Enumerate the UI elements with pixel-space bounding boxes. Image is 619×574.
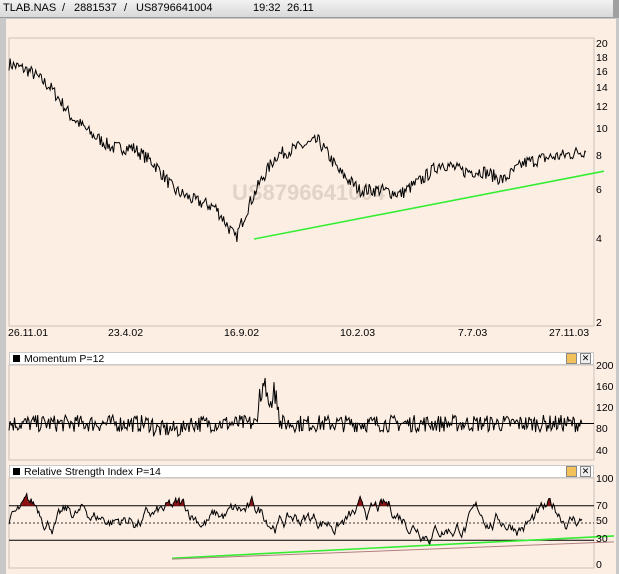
price-y-tick: 6 [596, 184, 602, 196]
momentum-y-tick: 200 [596, 360, 614, 372]
rsi-y-tick: 100 [596, 473, 614, 485]
momentum-series-line [8, 377, 583, 438]
rsi-panel-header: Relative Strength Index P=14 [9, 465, 594, 478]
price-y-tick: 2 [596, 317, 602, 329]
price-panel-frame [8, 37, 595, 327]
momentum-y-tick: 40 [596, 445, 608, 457]
price-x-tick: 27.11.03 [549, 327, 590, 339]
separator: / [124, 2, 128, 14]
momentum-y-tick: 120 [596, 402, 614, 414]
right-border [616, 19, 619, 574]
price-y-tick: 12 [596, 101, 608, 113]
isin-label: US8796641004 [136, 2, 213, 14]
momentum-panel-frame [8, 364, 595, 461]
momentum-close-icon[interactable]: ✕ [580, 353, 591, 364]
price-y-tick: 16 [596, 66, 608, 78]
rsi-trendline [171, 535, 615, 560]
titlebar-edge [613, 0, 619, 18]
chart-canvas[interactable] [0, 19, 619, 574]
price-trendline [253, 170, 605, 240]
legend-square-icon [13, 468, 20, 475]
symbol-label: TLAB.NAS [3, 2, 57, 14]
price-y-tick: 20 [596, 38, 608, 50]
rsi-panel-title: Relative Strength Index P=14 [24, 466, 161, 478]
price-x-tick: 23.4.02 [108, 327, 144, 339]
momentum-panel-header: Momentum P=12 [9, 352, 594, 365]
price-x-tick: 16.9.02 [224, 327, 260, 339]
quote-title-bar: TLAB.NAS / 2881537 / US8796641004 19:32 … [0, 0, 619, 18]
momentum-y-tick: 80 [596, 423, 608, 435]
momentum-settings-icon[interactable] [566, 353, 577, 364]
rsi-series-line [8, 491, 583, 547]
rsi-y-tick: 70 [596, 500, 608, 512]
price-y-tick: 18 [596, 52, 608, 64]
rsi-close-icon[interactable]: ✕ [580, 466, 591, 477]
rsi-trendline-secondary [171, 541, 615, 560]
price-y-tick: 8 [596, 150, 602, 162]
momentum-panel-title: Momentum P=12 [24, 353, 105, 365]
momentum-y-tick: 160 [596, 381, 614, 393]
price-x-tick: 10.2.03 [340, 327, 376, 339]
separator: / [62, 2, 66, 14]
price-series-line [8, 58, 587, 242]
price-label: 26.11 [287, 2, 314, 14]
legend-square-icon [13, 355, 20, 362]
rsi-settings-icon[interactable] [566, 466, 577, 477]
left-border [0, 19, 6, 574]
security-id-label: 2881537 [74, 2, 117, 14]
price-y-tick: 10 [596, 123, 608, 135]
price-x-tick: 7.7.03 [458, 327, 488, 339]
price-y-tick: 14 [596, 82, 608, 94]
rsi-y-tick: 0 [596, 559, 602, 571]
price-x-tick: 26.11.01 [8, 327, 49, 339]
rsi-y-tick: 30 [596, 533, 608, 545]
time-label: 19:32 [253, 2, 281, 14]
rsi-y-tick: 50 [596, 515, 608, 527]
price-y-tick: 4 [596, 233, 602, 245]
